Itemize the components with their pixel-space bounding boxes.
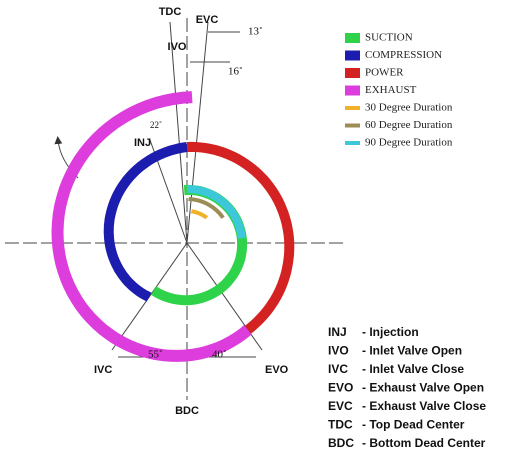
definition-abbr: EVO	[328, 381, 353, 395]
legend-swatch	[345, 123, 360, 128]
legend-label: COMPRESSION	[365, 49, 442, 61]
definition-abbr: INJ	[328, 325, 347, 339]
legend-label: 90 Degree Duration	[365, 137, 453, 149]
inj-angle: 22˚	[150, 120, 162, 130]
ivc-label: IVC	[94, 364, 112, 376]
bdc-label: BDC	[175, 405, 199, 417]
legend-swatch	[345, 106, 360, 110]
definition-abbr: IVC	[328, 362, 348, 376]
legend-swatch	[345, 141, 360, 145]
ivc-line	[111, 242, 188, 351]
legend-label: EXHAUST	[365, 84, 417, 96]
tdc-label: TDC	[159, 6, 182, 18]
legend-swatch	[345, 33, 360, 43]
definition-abbr: BDC	[328, 436, 354, 450]
legend-swatch	[345, 85, 360, 96]
definition-abbr: TDC	[328, 418, 353, 432]
power-arc	[186, 141, 295, 334]
inj-label: INJ	[134, 137, 151, 149]
exhaust-arc	[51, 91, 252, 362]
definition-abbr: EVC	[328, 399, 353, 413]
legend-swatch	[345, 68, 360, 78]
definitions: INJ - Injection IVO - Inlet Valve Open IVC - …	[328, 325, 486, 450]
duration-90-arc	[187, 185, 246, 239]
evc-label: EVC	[196, 14, 219, 26]
legend-swatch	[345, 50, 360, 61]
duration-60-arc	[188, 197, 225, 219]
definition-abbr: IVO	[328, 344, 349, 358]
spiral	[51, 91, 295, 362]
evo-angle: 40˚	[212, 349, 227, 361]
legend: SUCTION COMPRESSION POWER EXHAUST 30 Degree …	[345, 32, 453, 149]
definition-text: - Exhaust Valve Open	[362, 381, 484, 395]
ivo-angle: 16˚	[228, 66, 243, 78]
definition-text: - Inlet Valve Open	[362, 344, 462, 358]
legend-label: SUCTION	[365, 32, 413, 44]
definition-text: - Inlet Valve Close	[362, 362, 464, 376]
legend-label: 60 Degree Duration	[365, 119, 453, 131]
duration-30-arc	[190, 209, 209, 220]
evc-angle: 13˚	[248, 26, 263, 38]
ivc-angle: 55˚	[148, 349, 163, 361]
legend-label: 30 Degree Duration	[365, 102, 453, 114]
definition-text: - Exhaust Valve Close	[362, 399, 486, 413]
evo-label: EVO	[265, 364, 289, 376]
definition-text: - Injection	[362, 325, 419, 339]
definition-text: - Bottom Dead Center	[362, 436, 486, 450]
ivo-label: IVO	[168, 41, 187, 53]
legend-label: POWER	[365, 67, 404, 79]
compression-arc	[103, 142, 188, 302]
definition-text: - Top Dead Center	[362, 418, 465, 432]
evc-line	[186, 21, 209, 244]
ivo-line	[169, 21, 188, 244]
